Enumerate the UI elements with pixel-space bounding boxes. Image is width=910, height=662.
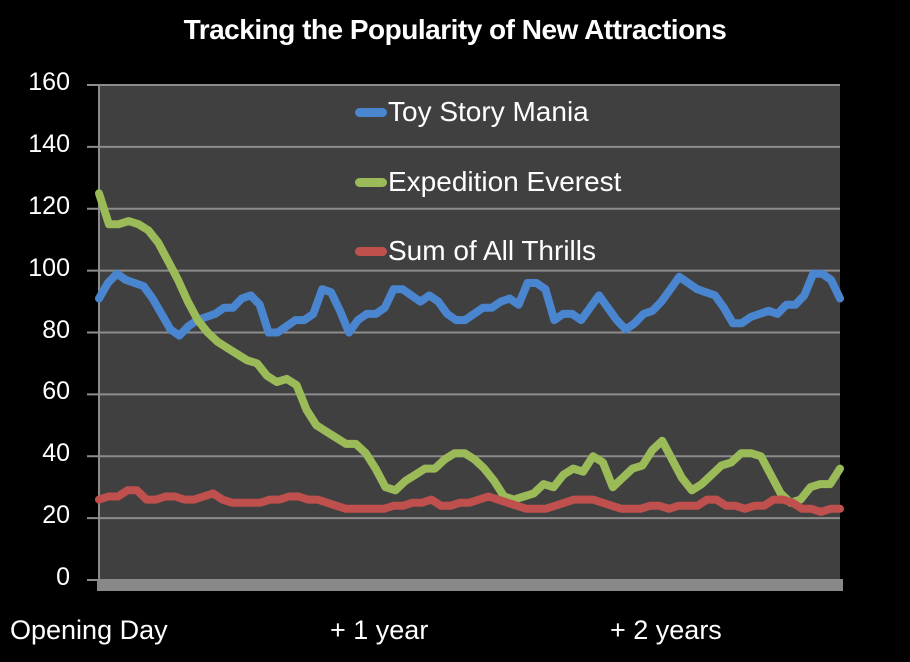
series-line-toy-story-mania — [95, 269, 844, 340]
legend-item-toy-story-mania: Toy Story Mania — [355, 96, 589, 128]
x-tick-label: + 1 year — [330, 615, 429, 645]
y-tick-label: 100 — [28, 254, 70, 282]
legend-item-sum-of-all-thrills: Sum of All Thrills — [355, 235, 596, 267]
y-tick-label: 20 — [42, 501, 70, 529]
x-tick-label: + 2 years — [610, 615, 722, 645]
y-tick-label: 60 — [42, 377, 70, 405]
x-tick-label: Opening Day — [10, 615, 168, 645]
chart-floor — [97, 579, 843, 591]
y-tick-label: 80 — [42, 316, 70, 344]
legend-label: Toy Story Mania — [388, 96, 589, 127]
y-tick-label: 120 — [28, 192, 70, 220]
series-line-sum-of-all-thrills — [95, 486, 844, 516]
legend-label: Sum of All Thrills — [388, 235, 596, 266]
legend-line-icon — [355, 107, 387, 117]
chart-title: Tracking the Popularity of New Attractio… — [183, 14, 727, 45]
y-tick-label: 140 — [28, 130, 70, 158]
legend-line-icon — [355, 177, 387, 187]
y-tick-label: 0 — [56, 563, 70, 591]
gridlines — [87, 84, 840, 581]
legend-item-expedition-everest: Expedition Everest — [355, 166, 621, 198]
y-tick-label: 160 — [28, 68, 70, 96]
legend-label: Expedition Everest — [388, 166, 622, 197]
y-tick-label: 40 — [42, 439, 70, 467]
series-lines — [95, 189, 844, 516]
series-line-expedition-everest — [95, 189, 844, 507]
legend-line-icon — [355, 246, 387, 256]
